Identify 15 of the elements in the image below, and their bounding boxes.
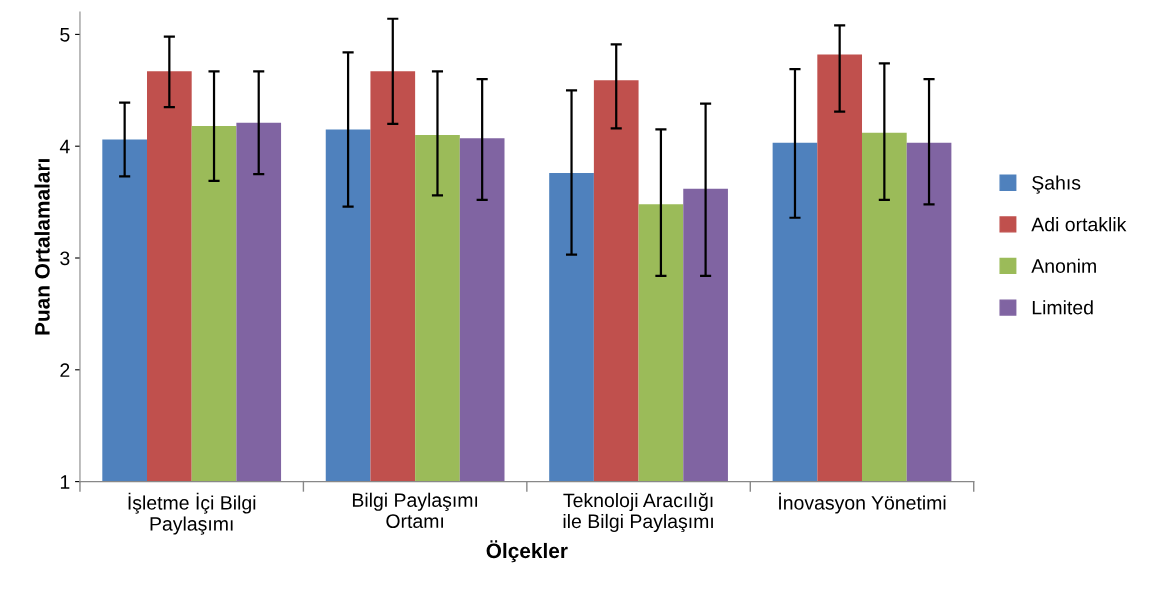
- x-tick-label: İnovasyon Yönetimi: [779, 492, 946, 514]
- y-tick-label: 2: [60, 363, 70, 377]
- x-tick-label: Bilgi Paylaşımı Ortamı: [352, 492, 478, 529]
- x-tick-label: İşletme İçi Bilgi Paylaşımı: [128, 492, 256, 535]
- y-tick-label: 4: [59, 139, 70, 154]
- y-tick-label: 1: [60, 475, 70, 489]
- x-tick-label: Teknoloji Aracılığı ile Bilgi Paylaşımı: [563, 492, 713, 533]
- x-axis-title: Ölçekler: [486, 540, 568, 563]
- legend-label: Anonim: [1031, 258, 1096, 273]
- legend-label: Limited: [1032, 300, 1093, 315]
- legend-label: Adi ortaklik: [1031, 217, 1127, 232]
- legend-label: Şahıs: [1032, 175, 1081, 194]
- y-tick-label: 3: [60, 251, 70, 266]
- y-axis-title: Puan Ortalamaları: [34, 159, 50, 335]
- y-tick-label: 5: [60, 28, 70, 42]
